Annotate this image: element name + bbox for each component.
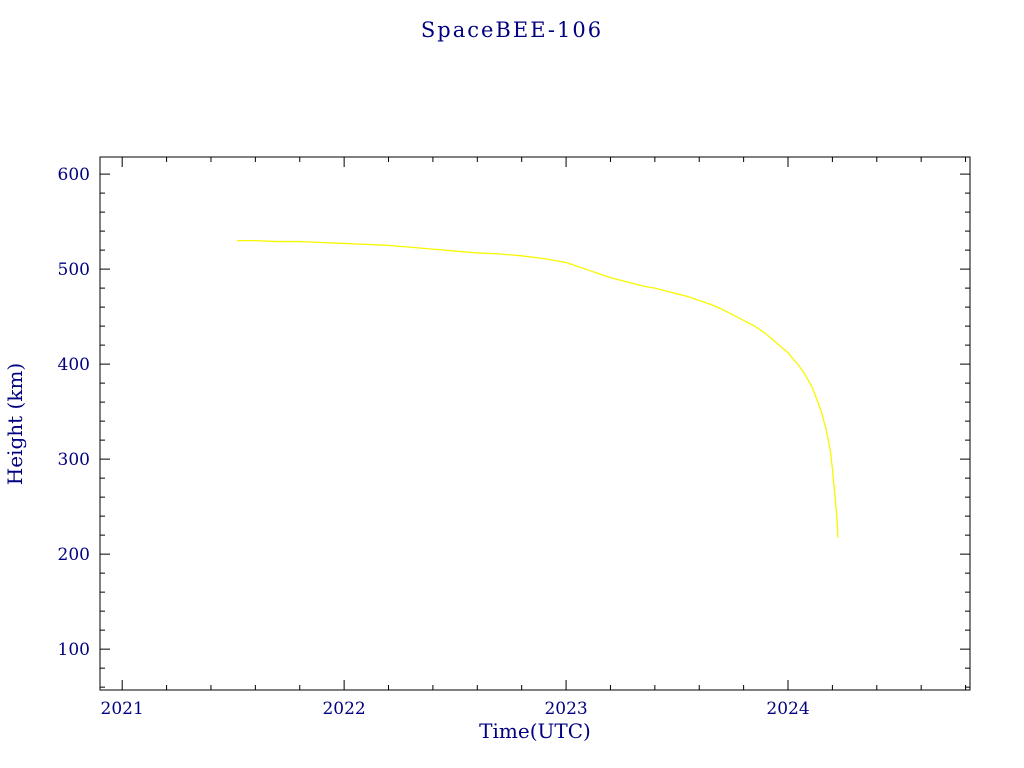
tick-label: 2024 (766, 699, 809, 719)
tick-label: 100 (58, 640, 90, 660)
data-series-line (236, 239, 839, 538)
tick-label: 400 (58, 355, 90, 375)
series-polyline (236, 239, 839, 538)
y-axis-label: Height (km) (3, 363, 27, 485)
tick-label: 300 (58, 450, 90, 470)
chart-title: SpaceBEE-106 (421, 18, 603, 42)
tick-label: 200 (58, 545, 90, 565)
tick-label: 600 (58, 165, 90, 185)
tick-label: 500 (58, 260, 90, 280)
axis-ticks: 2021 2022 2023 2024 100 200 300 400 500 600 (58, 157, 970, 719)
tick-label: 2023 (544, 699, 587, 719)
tick-label: 2022 (322, 699, 365, 719)
plot-frame (99, 156, 971, 691)
x-axis-label: Time(UTC) (479, 719, 591, 743)
tick-label: 2021 (101, 699, 144, 719)
